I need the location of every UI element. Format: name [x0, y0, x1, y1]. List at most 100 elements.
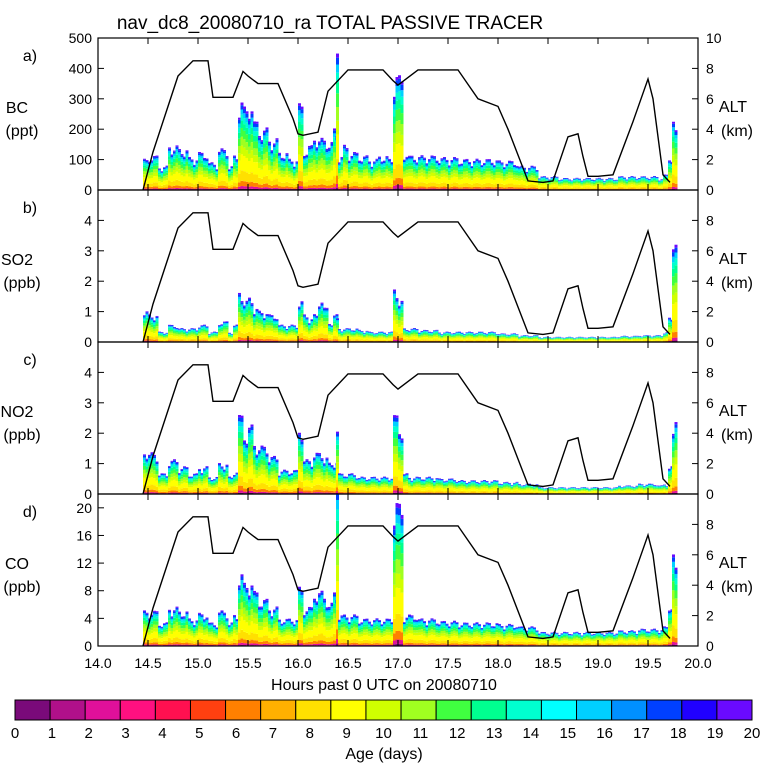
tracer-band-age-9 — [258, 329, 261, 335]
tracer-band-age-14 — [273, 150, 276, 154]
tracer-band-age-8 — [190, 183, 194, 187]
tracer-band-age-18 — [435, 161, 439, 164]
tracer-band-age-12 — [245, 312, 249, 317]
tracer-band-age-14 — [498, 335, 501, 336]
tracer-band-age-11 — [565, 182, 569, 184]
tracer-band-age-13 — [143, 320, 146, 324]
tracer-band-age-8 — [373, 183, 376, 187]
tracer-band-age-20 — [300, 301, 304, 303]
tracer-band-age-2 — [268, 340, 271, 342]
tracer-band-age-9 — [268, 170, 271, 180]
tracer-band-age-13 — [220, 157, 224, 161]
tracer-band-age-13 — [498, 166, 501, 170]
tracer-band-age-16 — [610, 179, 614, 180]
tracer-band-age-6 — [558, 188, 561, 190]
tracer-band-age-20 — [318, 141, 321, 143]
tracer-band-age-12 — [628, 180, 631, 183]
tracer-band-age-13 — [408, 333, 411, 335]
tracer-band-age-6 — [250, 337, 254, 341]
tracer-band-age-11 — [183, 169, 186, 174]
tracer-band-age-14 — [395, 92, 399, 101]
tracer-band-age-9 — [608, 185, 611, 188]
tracer-band-age-18 — [258, 311, 261, 314]
tracer-band-age-13 — [320, 148, 324, 154]
tracer-band-age-11 — [430, 169, 434, 173]
tracer-band-age-14 — [588, 179, 591, 181]
tracer-band-age-18 — [480, 332, 484, 333]
tracer-band-age-14 — [165, 169, 169, 171]
tracer-band-age-16 — [318, 145, 321, 149]
tracer-band-age-18 — [503, 167, 506, 170]
tracer-band-age-13 — [483, 168, 486, 171]
tracer-band-age-12 — [348, 169, 351, 173]
tracer-band-age-9 — [508, 339, 511, 341]
tracer-band-age-14 — [418, 161, 421, 165]
tracer-band-age-12 — [563, 181, 566, 183]
tracer-band-age-18 — [470, 332, 474, 333]
tracer-band-age-18 — [433, 330, 436, 332]
tracer-band-age-9 — [473, 338, 476, 341]
tracer-band-age-10 — [408, 172, 411, 177]
tracer-band-age-9 — [368, 337, 371, 340]
tracer-band-age-20 — [238, 117, 241, 120]
tracer-band-age-13 — [413, 166, 416, 169]
tracer-band-age-16 — [295, 163, 299, 166]
tracer-band-age-18 — [425, 164, 429, 166]
tracer-band-age-10 — [328, 332, 331, 335]
tracer-band-age-6 — [150, 186, 154, 189]
tracer-band-age-10 — [258, 162, 261, 169]
tracer-band-age-14 — [648, 180, 651, 182]
tracer-band-age-10 — [193, 335, 196, 337]
tracer-band-age-16 — [528, 169, 531, 172]
tracer-band-age-9 — [640, 184, 644, 187]
tracer-band-age-11 — [153, 169, 156, 173]
tracer-band-age-18 — [555, 177, 559, 178]
tracer-band-age-6 — [408, 340, 411, 342]
tracer-band-age-11 — [148, 172, 151, 176]
tracer-band-age-9 — [188, 336, 191, 340]
tracer-band-age-10 — [603, 185, 606, 187]
tracer-band-age-6 — [635, 188, 639, 190]
tracer-band-age-10 — [485, 174, 489, 178]
tracer-band-age-10 — [438, 337, 441, 339]
tracer-band-age-16 — [503, 334, 506, 335]
tracer-band-age-16 — [323, 144, 326, 148]
tracer-band-age-6 — [418, 186, 421, 189]
tracer-band-age-18 — [165, 166, 169, 168]
tracer-band-age-2 — [433, 188, 436, 190]
tracer-band-age-2 — [440, 188, 444, 190]
tracer-band-age-10 — [410, 335, 414, 337]
tracer-band-age-6 — [503, 187, 506, 189]
tracer-band-age-10 — [475, 337, 479, 339]
tracer-band-age-10 — [573, 184, 576, 186]
tracer-band-age-9 — [205, 335, 209, 339]
tracer-band-age-8 — [153, 182, 156, 187]
tracer-band-age-12 — [465, 167, 469, 172]
tracer-band-age-10 — [288, 333, 291, 336]
tracer-band-age-18 — [585, 178, 589, 179]
tracer-band-age-11 — [360, 172, 364, 176]
tracer-band-age-10 — [285, 171, 289, 176]
tracer-band-age-11 — [660, 183, 664, 185]
tracer-band-age-13 — [365, 333, 369, 335]
tracer-band-age-11 — [245, 316, 249, 322]
tracer-band-age-8 — [538, 340, 541, 342]
tracer-band-age-18 — [398, 306, 401, 309]
tracer-band-age-6 — [305, 339, 309, 341]
tracer-band-age-13 — [325, 157, 329, 161]
tracer-band-age-18 — [295, 328, 299, 330]
tracer-band-age-18 — [363, 157, 366, 160]
tracer-band-age-11 — [308, 330, 311, 333]
tracer-band-age-14 — [243, 118, 246, 125]
tracer-band-age-13 — [650, 179, 654, 181]
tracer-band-age-20 — [260, 140, 264, 142]
tracer-band-age-8 — [293, 184, 296, 188]
tracer-band-age-12 — [400, 113, 404, 124]
tracer-band-age-14 — [380, 165, 384, 168]
tracer-band-age-14 — [460, 167, 464, 170]
tracer-band-age-16 — [430, 332, 434, 334]
tracer-band-age-6 — [233, 340, 236, 342]
tracer-band-age-13 — [188, 163, 191, 167]
tracer-band-age-16 — [423, 330, 426, 332]
tracer-band-age-9 — [348, 178, 351, 184]
